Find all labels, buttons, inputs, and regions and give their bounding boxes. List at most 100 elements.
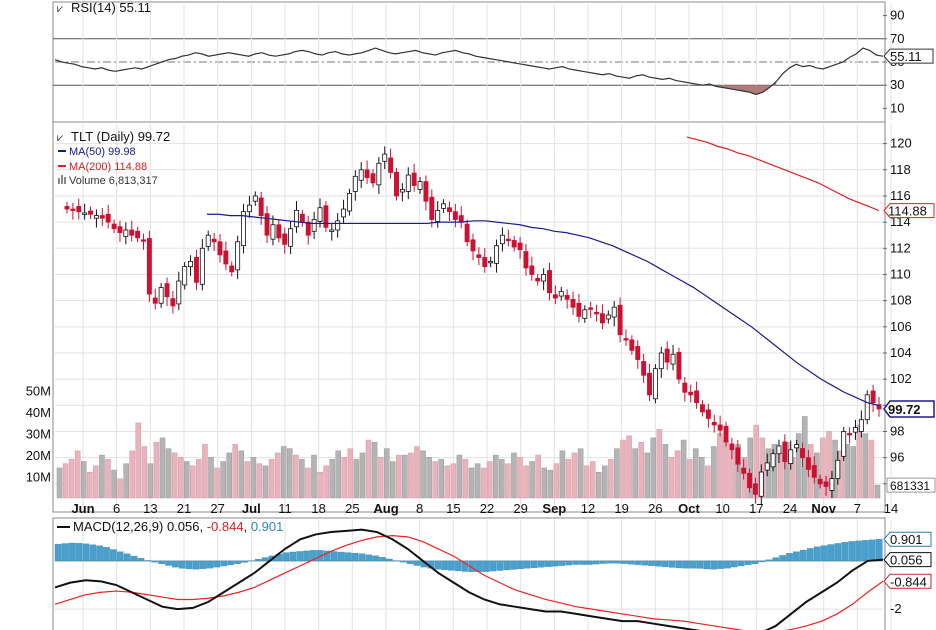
volume-bar [268,459,275,499]
macd-hist-bar [344,552,352,562]
candle-body [700,404,705,413]
macd-hist-tag [883,531,932,547]
volume-bar [377,456,384,499]
macd-hist-bar [848,541,855,562]
volume-bar [305,467,311,499]
macd-hist-bar [137,558,145,562]
volume-bar [723,439,729,499]
macd-hist-bar [731,560,738,568]
candle-body [647,372,652,396]
candle-body [794,444,800,449]
candle-body [723,425,729,443]
candle-body [499,234,505,245]
volume-bar [711,446,717,499]
candle-body [146,238,152,295]
x-tick-label: Aug [373,501,398,516]
candle-body [223,250,229,265]
candle-body [735,447,741,465]
x-tick-label: 13 [143,501,157,516]
macd-hist-bar [558,560,566,566]
macd-hist-bar [103,547,110,562]
macd-hist-bar [606,560,614,564]
volume-bar [765,448,772,499]
macd-hist-bar [758,560,766,563]
candle-body [611,306,617,318]
macd-hist-bar [413,560,421,566]
rsi-legend-icon: ⩗ [57,3,64,15]
candle-body [835,459,841,479]
volume-bar [129,450,136,499]
volume-bar [529,461,535,499]
candle-body [823,481,829,487]
macd-hist-bar [855,540,862,562]
candle-body [264,213,270,236]
ma50-legend-label: MA(50) 99.98 [69,146,136,158]
volume-bar [535,454,541,499]
volume-bar [444,465,451,499]
macd-signal-tag [883,573,932,589]
rsi-series [54,47,884,96]
volume-bar [396,454,402,499]
rsi-oversold-fill [716,81,777,95]
candle-body [70,208,76,211]
macd-hist-bar [227,560,234,566]
macd-hist-bar [68,542,76,562]
volume-bar [99,454,105,499]
volume-bar [80,461,87,499]
x-tick-label: 15 [446,501,460,516]
volume-bar [256,463,263,499]
volume-bar [105,459,111,499]
candle-body [211,238,217,243]
macd-hist-bar [123,553,131,562]
volume-bar [717,433,723,499]
price-panel-frame [52,121,886,513]
macd-hist-bar [448,560,455,571]
volume-bar [686,459,693,499]
candle-body [535,277,541,282]
volume-bar [468,467,475,499]
ticker-label: TLT (Daily) 99.72 [71,129,170,144]
volume-bars [56,416,881,499]
macd-hist-bar [96,545,103,562]
macd-hist-bar [648,560,655,566]
volume-bar [56,467,63,499]
volume-bar [650,437,657,499]
rsi-grid [53,4,892,120]
macd-value-tag [883,552,932,568]
candle-body [64,206,70,210]
candle-body [505,238,511,242]
macd-hist-bar [655,560,662,567]
macd-hist-bar [841,542,849,562]
candle-body [299,213,305,223]
macd-hist-bar [682,560,690,569]
volume-bar [299,459,305,499]
moving-averages [207,136,880,407]
candle-body [376,162,382,186]
candle-body [688,391,694,396]
macd-hist-bar [510,560,517,570]
macd-hist-bar [634,560,642,565]
volume-bar [862,433,869,499]
volume-bar [171,452,178,499]
volume-bar [383,448,390,499]
price-tick-label: 112 [890,240,911,255]
candle-body [394,172,399,197]
candle-body [417,181,423,190]
volume-tick-label: 20M [26,448,51,463]
candle-body [570,298,576,308]
volume-bar [662,444,669,499]
candle-body [488,260,494,264]
price-ticks: 120118116114112110108106104102100989694 [883,136,912,491]
macd-hist-bar [303,550,310,562]
rsi-legend: ⩗ RSI(14) 55.11 [57,0,151,15]
x-tick-label: 29 [513,501,527,516]
macd-hist-bar [199,560,207,569]
volume-bar [341,456,348,499]
macd-lines [54,528,884,630]
volume-bar [505,463,511,499]
candle-body [635,346,641,360]
volume-bar [226,452,232,499]
macd-hist-bar [689,560,697,569]
candle-body [494,245,499,264]
candle-body [123,229,129,237]
